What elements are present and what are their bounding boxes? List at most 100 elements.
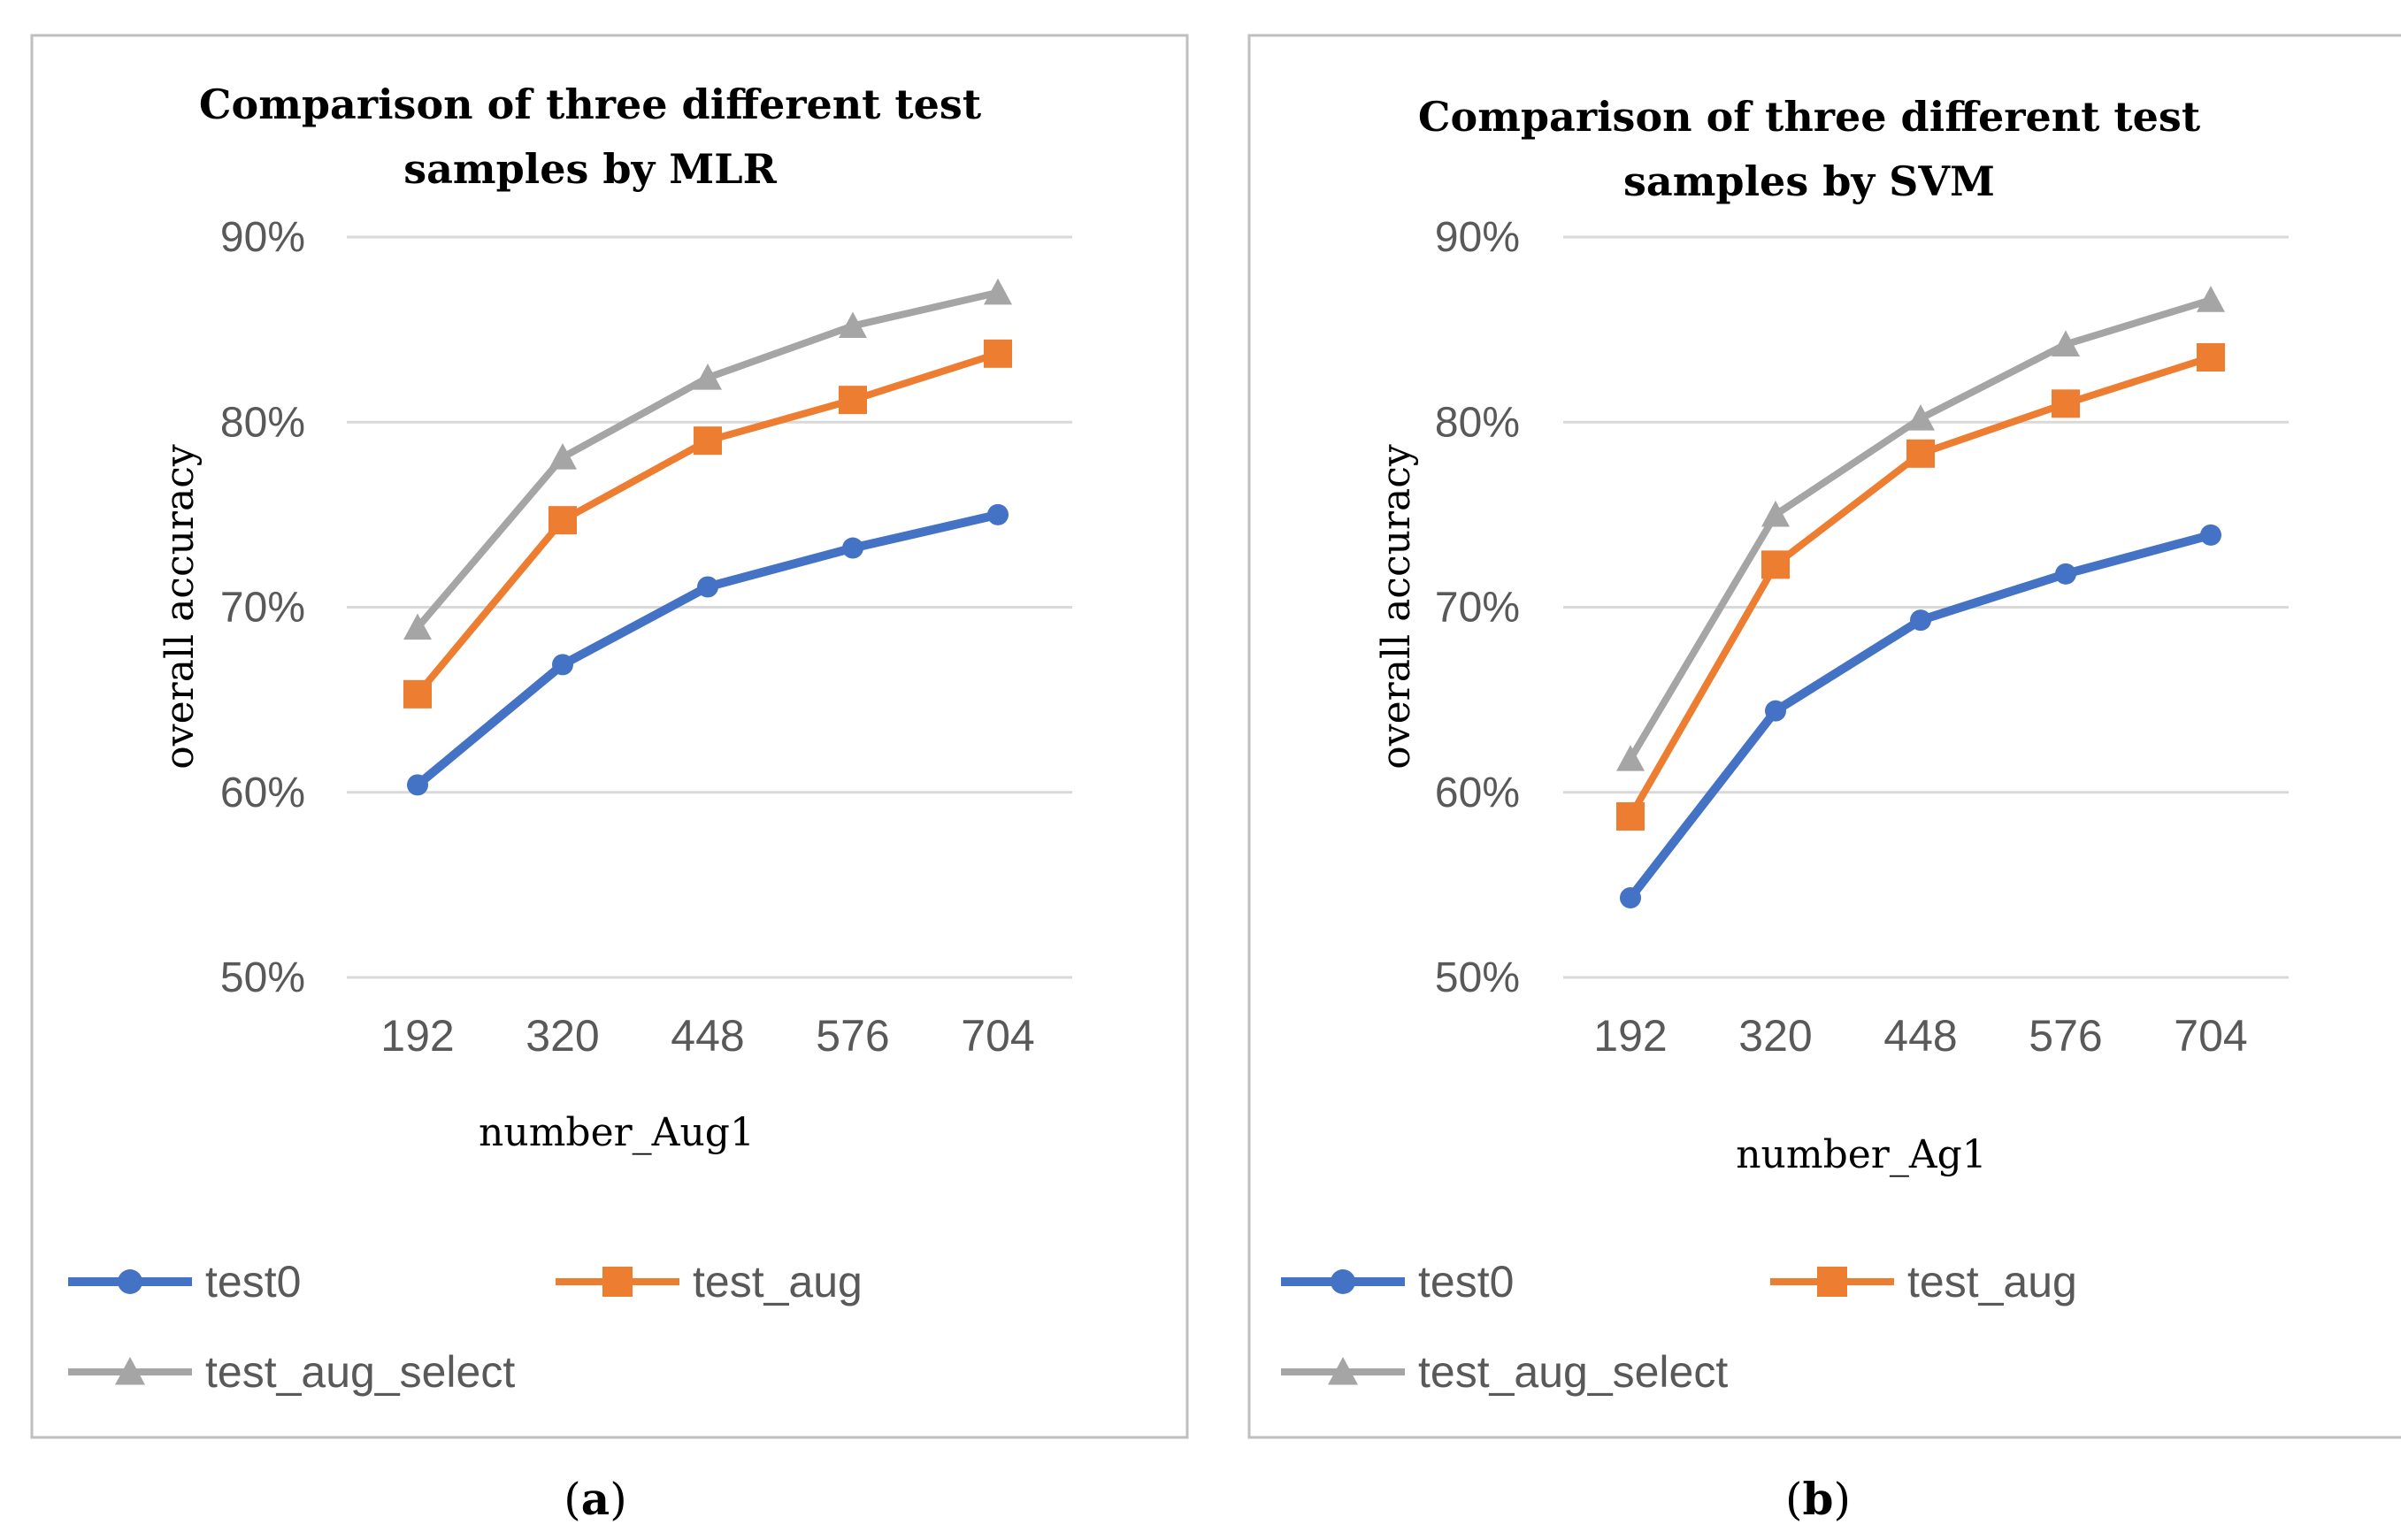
data-point	[548, 443, 577, 470]
data-point	[2052, 330, 2080, 356]
series-test-aug-select	[403, 278, 1012, 640]
data-point	[403, 679, 432, 709]
legend-label: test0	[205, 1257, 301, 1306]
legend: test0 test_aug test_aug_select	[68, 1257, 863, 1397]
chart-title-line-2: samples by MLR	[403, 145, 777, 193]
x-tick-label: 448	[671, 1011, 744, 1061]
legend-label: test0	[1418, 1257, 1514, 1306]
data-point	[2055, 563, 2076, 585]
legend-item-test0: test0	[68, 1257, 301, 1306]
x-tick-label: 704	[961, 1011, 1034, 1061]
y-tick-label: 90%	[1435, 214, 1520, 261]
legend-item-test-aug-select: test_aug_select	[1281, 1347, 1728, 1397]
data-point	[2200, 524, 2221, 546]
panel-label: (b)	[1785, 1473, 1851, 1525]
chart-title-line-1: Comparison of three different test	[1418, 93, 2201, 141]
data-point	[987, 503, 1009, 525]
data-point	[697, 576, 718, 598]
series-layer	[403, 278, 1012, 796]
data-point	[1616, 745, 1645, 771]
data-point	[839, 311, 867, 339]
y-axis-label: overall accuracy	[1374, 444, 1419, 770]
legend-label: test_aug	[1907, 1257, 2077, 1306]
series-test0	[407, 503, 1009, 796]
y-axis-ticks: 50% 60% 70% 80% 90%	[220, 214, 305, 1001]
legend-item-test-aug-select: test_aug_select	[68, 1347, 515, 1397]
data-point	[2197, 286, 2225, 312]
series-layer	[1616, 286, 2225, 909]
y-tick-label: 70%	[220, 585, 305, 632]
y-tick-label: 80%	[1435, 399, 1520, 446]
legend-swatch-marker	[1328, 1357, 1358, 1385]
chart-panel-mlr: Comparison of three different test sampl…	[30, 34, 1189, 1525]
data-point	[1765, 700, 1786, 722]
data-point	[2052, 389, 2080, 418]
legend-item-test0: test0	[1281, 1257, 1514, 1306]
x-tick-label: 704	[2174, 1011, 2247, 1061]
y-tick-label: 50%	[1435, 954, 1520, 1001]
x-axis-label: number_Aug1	[479, 1110, 755, 1155]
data-point	[694, 426, 722, 456]
legend-swatch-marker	[1817, 1267, 1847, 1297]
y-tick-label: 70%	[1435, 585, 1520, 632]
data-point	[552, 654, 573, 676]
y-tick-label: 60%	[220, 770, 305, 816]
panel-label-letter: a	[581, 1473, 610, 1525]
data-point	[2197, 343, 2225, 372]
y-tick-label: 60%	[1435, 770, 1520, 816]
data-point	[984, 339, 1012, 368]
data-point	[839, 386, 867, 415]
legend-item-test-aug: test_aug	[556, 1257, 863, 1306]
legend-label: test_aug_select	[205, 1347, 515, 1397]
y-tick-label: 90%	[220, 214, 305, 261]
panel-border	[30, 34, 1189, 1439]
series-test-aug	[1616, 343, 2225, 831]
data-point	[1910, 609, 1931, 632]
x-axis-label: number_Ag1	[1736, 1132, 1987, 1177]
chart-panel-svm: Comparison of three different test sampl…	[1247, 34, 2401, 1525]
data-point	[1906, 439, 1935, 468]
series-test0	[1620, 524, 2221, 909]
data-point	[1906, 404, 1935, 431]
legend-label: test_aug	[693, 1257, 863, 1306]
x-tick-label: 320	[1738, 1011, 1812, 1061]
data-point	[1761, 550, 1790, 579]
x-tick-label: 448	[1883, 1011, 1957, 1061]
x-tick-label: 192	[380, 1011, 454, 1061]
data-point	[548, 506, 577, 535]
x-axis-ticks: 192 320 448 576 704	[380, 1011, 1034, 1061]
data-point	[694, 364, 722, 390]
data-point	[984, 278, 1012, 305]
legend-swatch-marker	[1331, 1269, 1355, 1294]
panel-border	[1247, 34, 2401, 1439]
series-test-aug	[403, 339, 1012, 709]
legend-swatch-marker	[602, 1267, 633, 1297]
y-tick-label: 80%	[220, 399, 305, 446]
y-tick-label: 50%	[220, 954, 305, 1001]
data-point	[407, 774, 428, 796]
legend-swatch-marker	[115, 1357, 145, 1385]
y-axis-ticks: 50% 60% 70% 80% 90%	[1435, 214, 1520, 1001]
legend-swatch-marker	[118, 1269, 142, 1294]
data-point	[1761, 500, 1790, 527]
legend-item-test-aug: test_aug	[1770, 1257, 2077, 1306]
x-tick-label: 576	[2029, 1011, 2102, 1061]
panel-label: (a)	[564, 1473, 626, 1525]
x-axis-ticks: 192 320 448 576 704	[1593, 1011, 2247, 1061]
x-tick-label: 320	[525, 1011, 599, 1061]
legend: test0 test_aug test_aug_select	[1281, 1257, 2077, 1397]
data-point	[1620, 887, 1641, 909]
x-tick-label: 192	[1593, 1011, 1667, 1061]
gridlines	[347, 235, 1072, 979]
x-tick-label: 576	[816, 1011, 889, 1061]
legend-label: test_aug_select	[1418, 1347, 1728, 1397]
panel-label-letter: b	[1803, 1473, 1834, 1525]
y-axis-label: overall accuracy	[157, 444, 203, 770]
chart-title-line-2: samples by SVM	[1623, 157, 1995, 205]
data-point	[403, 613, 432, 640]
series-test-aug-select	[1616, 286, 2225, 771]
chart-title-line-1: Comparison of three different test	[199, 80, 982, 128]
data-point	[1616, 801, 1645, 831]
data-point	[842, 537, 863, 559]
